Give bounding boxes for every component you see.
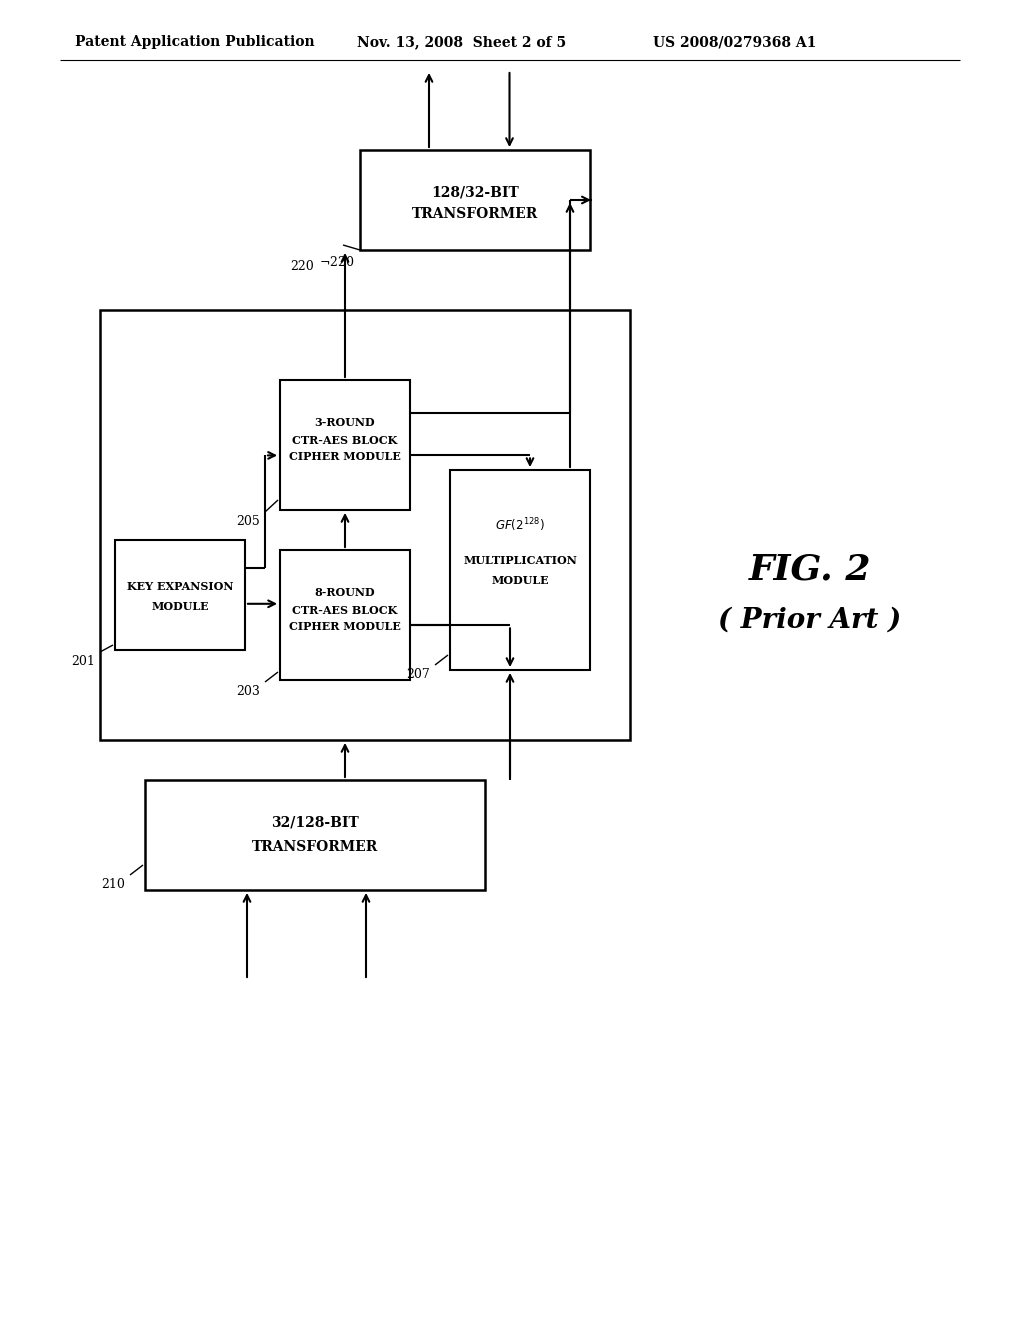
Text: CIPHER MODULE: CIPHER MODULE — [289, 451, 401, 462]
Text: 32/128-BIT: 32/128-BIT — [271, 816, 358, 830]
Text: $\neg$220: $\neg$220 — [319, 255, 355, 269]
Bar — [145, 780, 485, 890]
Text: 220: 220 — [290, 260, 313, 273]
Text: 207: 207 — [407, 668, 430, 681]
Text: 8-ROUND: 8-ROUND — [314, 587, 376, 598]
Text: TRANSFORMER: TRANSFORMER — [412, 207, 539, 220]
Bar — [100, 310, 630, 741]
Text: KEY EXPANSION: KEY EXPANSION — [127, 582, 233, 593]
Bar — [280, 550, 410, 680]
Text: 203: 203 — [237, 685, 260, 698]
Text: ( Prior Art ): ( Prior Art ) — [719, 606, 901, 634]
Bar — [360, 150, 590, 249]
Text: MODULE: MODULE — [492, 574, 549, 586]
Text: MULTIPLICATION: MULTIPLICATION — [463, 554, 577, 565]
Text: FIG. 2: FIG. 2 — [749, 553, 871, 587]
Bar — [450, 470, 590, 671]
Text: 205: 205 — [237, 515, 260, 528]
Text: US 2008/0279368 A1: US 2008/0279368 A1 — [653, 36, 816, 49]
Text: MODULE: MODULE — [152, 602, 209, 612]
Text: 128/32-BIT: 128/32-BIT — [431, 185, 519, 199]
Text: 3-ROUND: 3-ROUND — [314, 417, 376, 429]
Text: TRANSFORMER: TRANSFORMER — [252, 840, 378, 854]
Text: $GF(2^{128})$: $GF(2^{128})$ — [496, 516, 545, 533]
Text: 210: 210 — [101, 878, 125, 891]
Bar — [115, 540, 245, 649]
Text: Nov. 13, 2008  Sheet 2 of 5: Nov. 13, 2008 Sheet 2 of 5 — [357, 36, 566, 49]
Text: CTR-AES BLOCK: CTR-AES BLOCK — [293, 605, 397, 615]
Bar — [280, 380, 410, 510]
Text: 201: 201 — [71, 655, 95, 668]
Text: CIPHER MODULE: CIPHER MODULE — [289, 622, 401, 632]
Text: Patent Application Publication: Patent Application Publication — [75, 36, 314, 49]
Text: CTR-AES BLOCK: CTR-AES BLOCK — [293, 434, 397, 446]
